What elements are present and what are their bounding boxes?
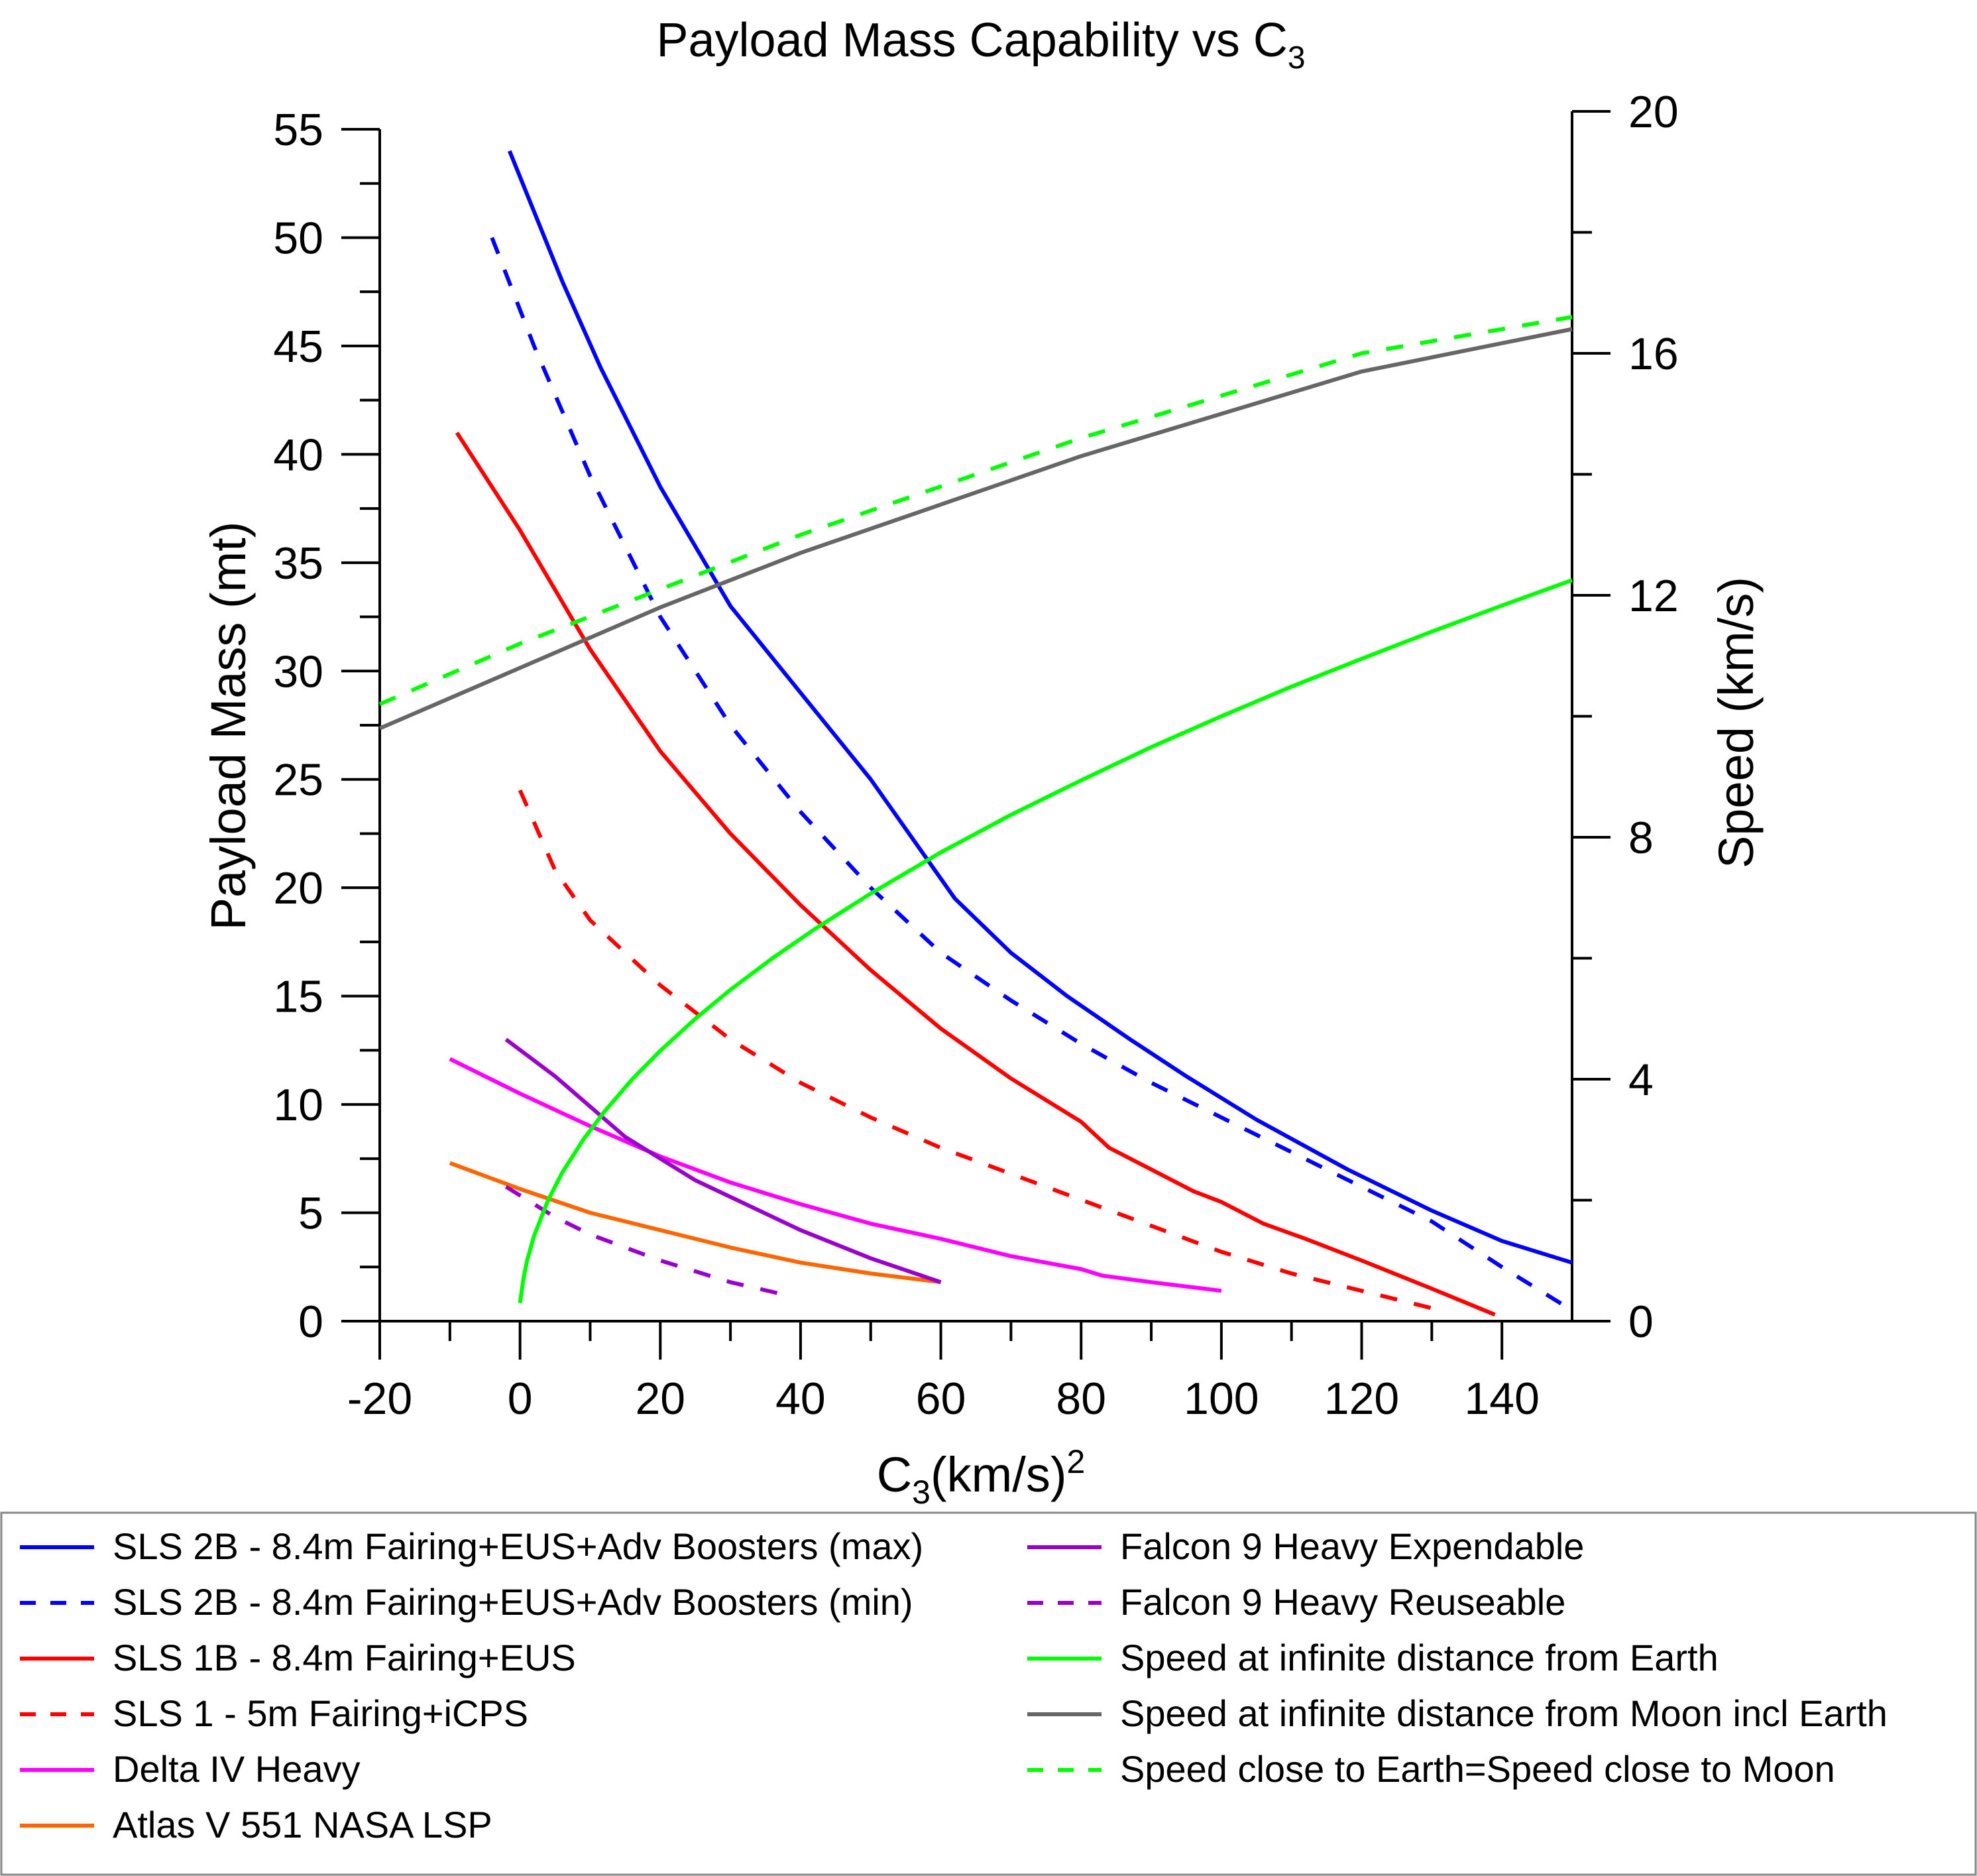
chart-title-text: Payload Mass Capability vs C (656, 14, 1287, 67)
y-right-tick-label: 20 (1628, 87, 1679, 137)
y-left-tick-label: 55 (273, 105, 323, 155)
series-line-atlas-v-551-nasa-lsp (449, 1161, 941, 1285)
y-left-tick-label: 5 (298, 1189, 323, 1239)
y-right-tick-label: 16 (1628, 329, 1679, 379)
legend-label: SLS 2B - 8.4m Fairing+EUS+Adv Boosters (… (113, 1581, 913, 1623)
y-left-tick-label: 20 (273, 863, 323, 913)
series-line-speed-at-infinite-distance-from-earth (518, 578, 1573, 1304)
chart-title: Payload Mass Capability vs C3 (656, 14, 1305, 76)
y-left-tick-label: 10 (273, 1080, 323, 1130)
chart-title-sub: 3 (1288, 40, 1306, 76)
legend-label: Falcon 9 Heavy Expendable (1120, 1525, 1584, 1567)
legend-label: SLS 1 - 5m Fairing+iCPS (113, 1692, 528, 1734)
svg-text:C3(km/s)2: C3(km/s)2 (877, 1443, 1086, 1511)
x-tick-label: -20 (347, 1374, 412, 1424)
y-axis-right-label: Speed (km/s) (1709, 577, 1764, 868)
x-tick-label: 40 (775, 1374, 826, 1424)
y-right-tick-label: 4 (1628, 1055, 1654, 1105)
axes: -20 0 20 40 60 80 100 120 1400510152025303540455… (273, 87, 1678, 1424)
y-left-tick-label: 0 (298, 1297, 323, 1347)
x-tick-label: 100 (1184, 1374, 1259, 1424)
y-right-tick-label: 8 (1628, 813, 1654, 863)
series-line-falcon-9-heavy-reuseable (504, 1185, 787, 1297)
y-right-tick-label: 0 (1628, 1297, 1654, 1347)
x-axis-label-rest: (km/s) (931, 1447, 1067, 1502)
y-left-tick-label: 40 (273, 430, 323, 480)
y-left-tick-label: 15 (273, 972, 323, 1022)
x-axis-label-sup: 2 (1066, 1443, 1085, 1480)
x-axis-label-sub: 3 (912, 1474, 931, 1511)
series-line-sls-1b-8-4m-fairing-eus (455, 432, 1496, 1317)
x-axis-label: C3(km/s)2 (877, 1443, 1086, 1511)
series-line-speed-at-infinite-distance-from-moon-incl-earth (378, 327, 1573, 731)
series-line-speed-close-to-earth-speed-close-to-moon (378, 315, 1573, 707)
legend-label: Speed at infinite distance from Earth (1120, 1637, 1719, 1678)
x-axis-label-main: C (877, 1447, 912, 1502)
x-tick-label: 20 (635, 1374, 685, 1424)
y-left-tick-label: 25 (273, 755, 323, 805)
y-left-tick-label: 50 (273, 213, 323, 263)
series-line-sls-2b-8-4m-fairing-eus-adv-boosters-min (490, 237, 1573, 1313)
y-left-tick-label: 45 (273, 322, 323, 372)
legend-label: Speed at infinite distance from Moon inc… (1120, 1692, 1888, 1734)
legend: SLS 2B - 8.4m Fairing+EUS+Adv Boosters (… (0, 1511, 1977, 1876)
y-axis-left-label: Payload Mass (mt) (201, 522, 256, 931)
svg-text:Payload Mass Capability vs C3: Payload Mass Capability vs C3 (656, 14, 1305, 76)
legend-box (0, 1511, 1977, 1876)
series-line-sls-1-5m-fairing-icps (518, 789, 1433, 1311)
x-tick-label: 0 (508, 1374, 533, 1424)
y-right-tick-label: 12 (1628, 571, 1679, 621)
legend-label: SLS 2B - 8.4m Fairing+EUS+Adv Boosters (… (113, 1525, 923, 1567)
series-line-sls-2b-8-4m-fairing-eus-adv-boosters-max (508, 150, 1573, 1265)
series-layer (378, 150, 1573, 1317)
legend-label: Delta IV Heavy (113, 1748, 361, 1790)
y-left-tick-label: 35 (273, 538, 323, 589)
legend-label: Speed close to Earth=Speed close to Moon (1120, 1748, 1835, 1790)
x-tick-label: 140 (1464, 1374, 1539, 1424)
y-left-tick-label: 30 (273, 646, 323, 697)
series-line-delta-iv-heavy (449, 1057, 1222, 1293)
x-tick-label: 60 (916, 1374, 966, 1424)
x-tick-label: 120 (1324, 1374, 1399, 1424)
legend-label: SLS 1B - 8.4m Fairing+EUS (113, 1637, 576, 1678)
x-tick-label: 80 (1056, 1374, 1106, 1424)
series-line-falcon-9-heavy-expendable (504, 1037, 942, 1285)
legend-label: Falcon 9 Heavy Reuseable (1120, 1581, 1565, 1623)
legend-label: Atlas V 551 NASA LSP (113, 1804, 492, 1846)
